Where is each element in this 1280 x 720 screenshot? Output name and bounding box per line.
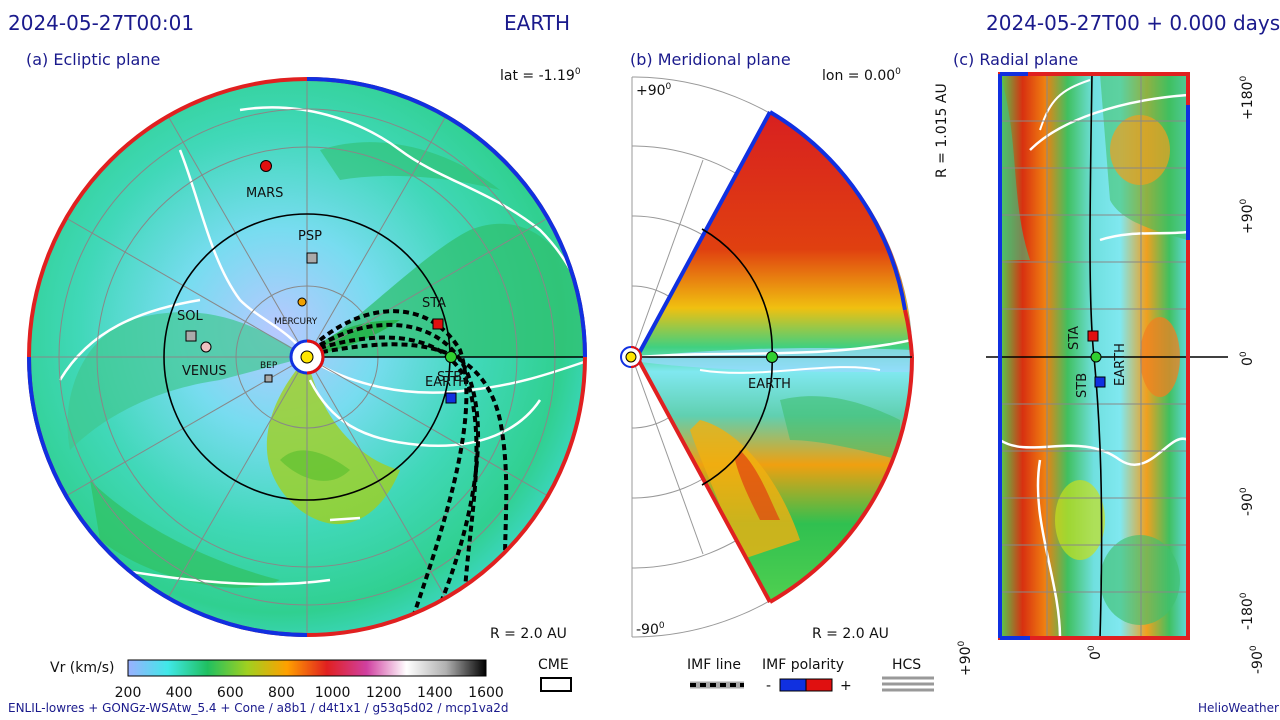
radial-title: (c) Radial plane <box>953 50 1078 69</box>
legend-imf-line-label: IMF line <box>687 657 741 673</box>
venus-label: VENUS <box>182 364 227 379</box>
legend-cme-label: CME <box>538 657 569 673</box>
mercury-label: MERCURY <box>274 317 318 327</box>
radial-stb-marker <box>1094 376 1106 388</box>
legend-polarity-positive <box>805 678 833 692</box>
radial-tick-bottom-2: -900 <box>1249 645 1266 674</box>
meridional-lon: lon = 0.000 <box>822 67 901 84</box>
meridional-earth-marker <box>766 351 778 363</box>
radial-plane <box>986 72 1228 640</box>
stb-label: STB <box>437 370 462 385</box>
colorbar-tick-label: 1200 <box>366 685 402 701</box>
colorbar-label: Vr (km/s) <box>50 660 114 676</box>
legend-polarity-minus: - <box>766 678 771 694</box>
run-time: 2024-05-27T00 + 0.000 days <box>986 11 1280 35</box>
meridional-radius: R = 2.0 AU <box>812 626 889 642</box>
meridional-earth-label: EARTH <box>748 377 791 392</box>
ecliptic-boundary-negative <box>27 356 308 637</box>
radial-stb-label: STB <box>1075 373 1090 398</box>
radial-tick-right-1: +900 <box>1239 198 1256 234</box>
colorbar-ticks: 200 400 600 800 1000 1200 1400 1600 <box>115 685 504 701</box>
radial-earth-marker <box>1090 351 1102 363</box>
meridional-title: (b) Meridional plane <box>630 50 791 69</box>
legend-hcs-swatch <box>882 676 934 692</box>
ecliptic-title: (a) Ecliptic plane <box>26 50 160 69</box>
radial-sta-marker <box>1087 330 1099 342</box>
colorbar-tick-label: 200 <box>115 685 142 701</box>
radial-tick-right-3: -900 <box>1239 487 1256 516</box>
legend-imf-polarity-label: IMF polarity <box>762 657 844 673</box>
stb-marker <box>445 392 457 404</box>
radial-earth-label: EARTH <box>1113 343 1128 386</box>
radial-tick-right-4: -1800 <box>1239 592 1256 630</box>
radial-radius: R = 1.015 AU <box>934 83 950 178</box>
colorbar <box>127 659 487 677</box>
colorbar-tick-label: 800 <box>268 685 295 701</box>
radial-tick-bottom-1: 00 <box>1087 645 1104 660</box>
sol-marker <box>185 330 197 342</box>
footer-credits: ENLIL-lowres + GONGz-WSAtw_5.4 + Cone / … <box>8 701 508 715</box>
radial-tick-right-0: +1800 <box>1239 76 1256 120</box>
colorbar-tick-label: 1600 <box>468 685 504 701</box>
legend-cme-swatch <box>540 677 572 692</box>
mars-marker <box>260 160 272 172</box>
earth-marker <box>445 351 457 363</box>
ecliptic-radius: R = 2.0 AU <box>490 626 567 642</box>
meridional-sun-marker <box>620 346 642 368</box>
timestamp: 2024-05-27T00:01 <box>8 11 194 35</box>
legend-polarity-plus: + <box>840 678 852 694</box>
legend-polarity-negative <box>779 678 807 692</box>
earth-label: EARTH <box>425 375 468 390</box>
ecliptic-lat: lat = -1.190 <box>500 67 581 84</box>
footer-brand: HelioWeather <box>1198 701 1279 715</box>
radial-tick-right-2: 00 <box>1239 351 1256 366</box>
mercury-marker <box>297 297 307 307</box>
radial-tick-bottom-0: +900 <box>957 640 974 676</box>
legend-hcs-label: HCS <box>892 657 921 673</box>
sol-label: SOL <box>177 309 203 324</box>
meridional-top-angle: +900 <box>636 82 672 99</box>
mars-label: MARS <box>246 186 283 201</box>
bep-marker <box>264 374 273 383</box>
colorbar-tick-label: 400 <box>166 685 193 701</box>
meridional-bottom-angle: -900 <box>636 621 665 638</box>
psp-label: PSP <box>298 229 322 244</box>
bep-label: BEP <box>260 361 278 371</box>
radial-sta-label: STA <box>1067 326 1082 350</box>
target-name: EARTH <box>504 11 570 35</box>
venus-marker <box>200 341 212 353</box>
sun-marker <box>289 339 325 375</box>
colorbar-tick-label: 600 <box>217 685 244 701</box>
colorbar-tick-label: 1400 <box>417 685 453 701</box>
psp-marker <box>306 252 318 264</box>
colorbar-tick-label: 1000 <box>315 685 351 701</box>
sta-marker <box>432 318 444 330</box>
sta-label: STA <box>422 296 446 311</box>
